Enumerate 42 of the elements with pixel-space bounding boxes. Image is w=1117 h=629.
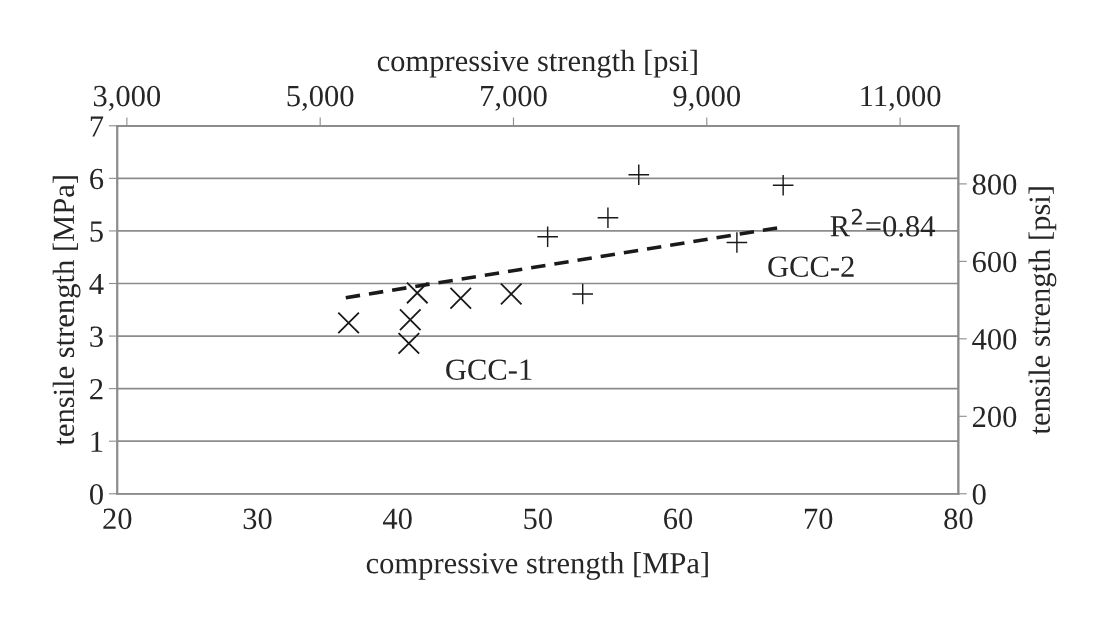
point — [572, 283, 593, 305]
y2-tick-label: 0 — [972, 484, 986, 505]
point — [772, 174, 794, 196]
point — [449, 287, 472, 310]
x-tick-label: 50 — [524, 508, 552, 530]
x-tick-label: 80 — [944, 508, 973, 530]
y2-tick-label: 800 — [972, 174, 1017, 195]
x-tick-label: 30 — [243, 508, 272, 530]
point — [337, 311, 360, 335]
point — [406, 281, 429, 305]
x2-tick-label: 11,000 — [861, 85, 941, 111]
y-tick-label: 7 — [90, 116, 104, 137]
y-tick-label: 0 — [89, 484, 103, 505]
x2-tick-label: 3,000 — [93, 85, 161, 111]
x2-tick-label: 7,000 — [481, 85, 547, 111]
y-tick-label: 6 — [90, 168, 104, 190]
x-tick-label: 70 — [804, 508, 833, 530]
point — [397, 332, 421, 355]
x2-axis-title: compressive strength [psi] — [377, 49, 697, 78]
y2-tick-label: 600 — [972, 251, 1017, 273]
y2-axis-title: tensile strength [psi] — [1028, 187, 1057, 435]
annotation: R$^{2}$=0.84 — [830, 208, 936, 237]
x-axis-title: compressive strength [MPa] — [366, 552, 708, 580]
y2-tick-label: 400 — [972, 329, 1017, 350]
y-axis-title: tensile strength [MPa] — [52, 176, 81, 446]
y2-tick-label: 200 — [972, 406, 1017, 428]
x-tick-label: 40 — [382, 508, 412, 530]
y-tick-label: 4 — [89, 273, 104, 295]
y-tick-label: 3 — [90, 326, 103, 347]
point — [399, 308, 422, 331]
annotation: GCC-1 — [446, 359, 532, 380]
y-tick-label: 2 — [90, 379, 103, 400]
annotation: GCC-2 — [768, 256, 854, 277]
point — [726, 232, 748, 253]
x-tick-label: 60 — [664, 508, 693, 530]
x2-tick-label: 5,000 — [287, 85, 354, 111]
point — [597, 207, 619, 229]
x-tick-label: 20 — [103, 508, 132, 530]
point — [499, 282, 523, 306]
y-tick-label: 5 — [90, 221, 103, 242]
y-tick-label: 1 — [91, 431, 103, 452]
x2-tick-label: 9,000 — [673, 85, 740, 111]
